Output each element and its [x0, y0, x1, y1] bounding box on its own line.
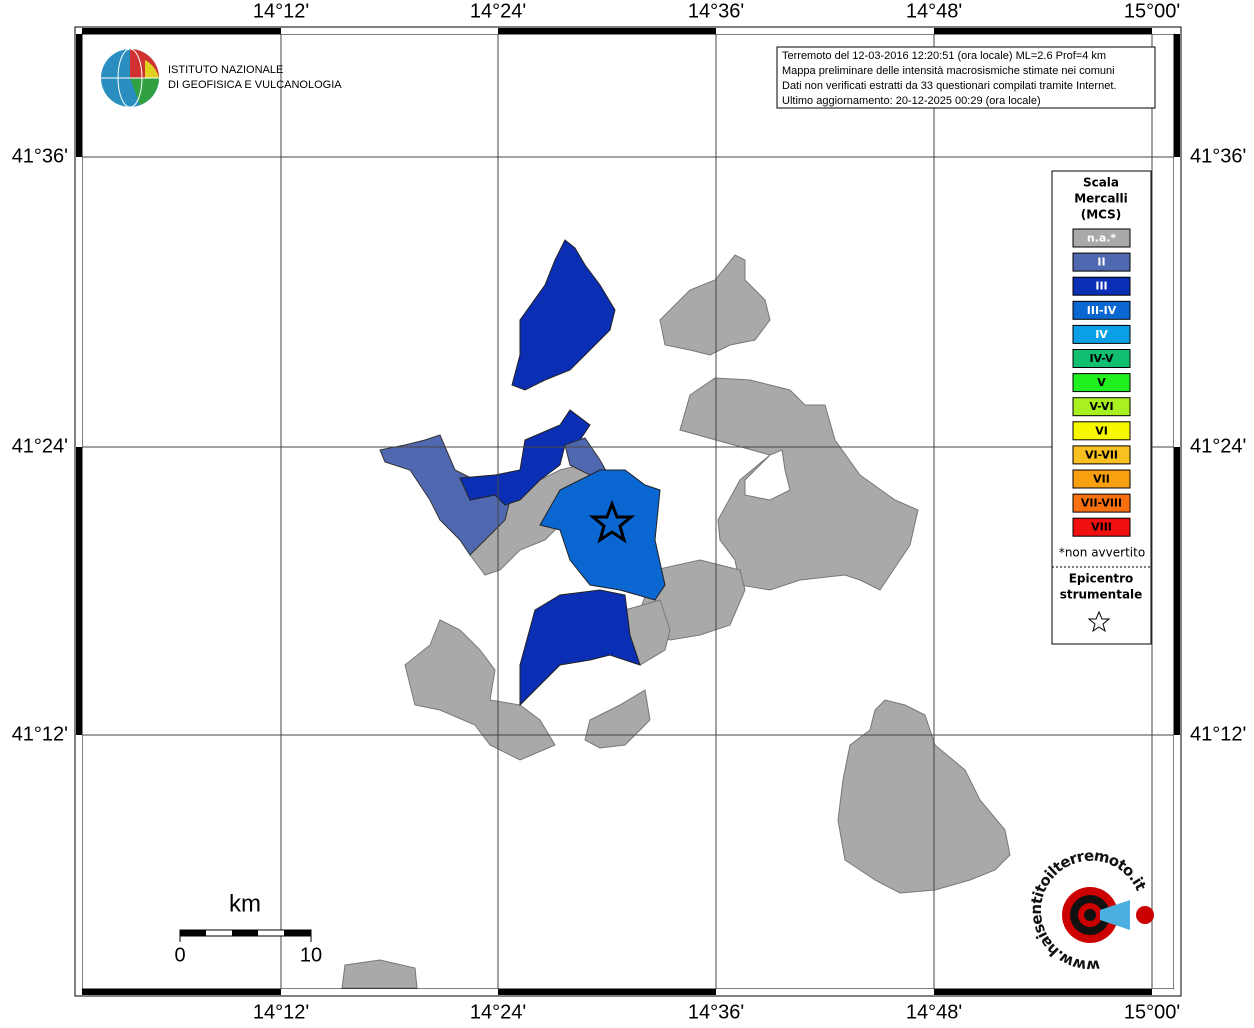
ingv-logo: ISTITUTO NAZIONALE DI GEOFISICA E VULCAN… [101, 48, 342, 108]
legend-swatch [1072, 469, 1131, 489]
legend-label: V [1097, 376, 1106, 389]
info-line: Terremoto del 12-03-2016 12:20:51 (ora l… [782, 50, 1106, 62]
frame-segment [498, 28, 716, 34]
lon-label: 14°12' [253, 1001, 309, 1023]
scale-label: 10 [300, 944, 322, 966]
legend-label: III [1095, 280, 1107, 293]
legend-label: IV [1095, 328, 1108, 341]
legend-swatch [1072, 349, 1131, 368]
info-text: Terremoto del 12-03-2016 12:20:51 (ora l… [782, 50, 1116, 107]
scale-bar: km 0 10 [174, 890, 322, 966]
lon-label: 14°48' [906, 0, 962, 22]
legend-label: VII [1093, 473, 1110, 486]
frame-segment [716, 989, 934, 995]
lon-label: 15°00' [1124, 1001, 1180, 1023]
legend-swatch [1072, 397, 1131, 417]
frame-segment [1174, 34, 1180, 157]
frame-segment [716, 28, 934, 34]
lon-label: 14°24' [470, 0, 526, 22]
lon-label: 14°36' [688, 0, 744, 22]
info-line: Dati non verificati estratti da 33 quest… [782, 80, 1116, 92]
frame-outer [74, 26, 1182, 997]
info-line: Mappa preliminare delle intensità macros… [782, 65, 1115, 77]
frame-segment [76, 157, 82, 447]
legend-label: V-VI [1089, 400, 1113, 413]
lat-label: 41°36' [1190, 145, 1246, 167]
frame-segment [934, 989, 1152, 995]
legend-label: VII-VIII [1081, 497, 1122, 510]
logo-text: DI GEOFISICA E VULCANOLOGIA [168, 79, 342, 91]
frame-segment [1174, 157, 1180, 447]
scale-unit: km [229, 890, 261, 917]
legend-swatch [1072, 300, 1131, 320]
lat-label: 41°12' [12, 723, 68, 745]
scale-label: 0 [174, 944, 185, 966]
frame-border [74, 26, 1182, 997]
info-line: Ultimo aggiornamento: 20-12-2025 00:29 (… [782, 95, 1041, 107]
legend-label: VI-VII [1085, 448, 1118, 461]
lon-label: 14°36' [688, 1001, 744, 1023]
epicenter-star [588, 499, 636, 544]
frame-segment [82, 989, 281, 995]
frame-segment [1174, 447, 1180, 735]
legend-swatch [1072, 373, 1131, 393]
lon-label: 14°12' [253, 0, 309, 22]
frame-segment [498, 989, 716, 995]
regions [341, 239, 1011, 989]
legend-swatch [1072, 445, 1131, 465]
legend-epicenter: Epicentro [1069, 572, 1134, 586]
frame-segment [281, 28, 498, 34]
legend-swatch [1072, 252, 1131, 272]
legend-swatch [1072, 324, 1131, 344]
legend-epicenter: strumentale [1060, 588, 1143, 602]
legend-swatch [1072, 276, 1131, 296]
legend-star [1087, 610, 1111, 633]
lon-label: 15°00' [1124, 0, 1180, 22]
lat-label: 41°12' [1190, 723, 1246, 745]
legend-swatch [1072, 421, 1131, 441]
frame-segment [281, 989, 498, 995]
legend-swatch [1072, 493, 1131, 513]
logo-text: ISTITUTO NAZIONALE [168, 64, 283, 76]
legend-footnote: *non avvertito [1059, 546, 1145, 560]
legend-label: III-IV [1087, 304, 1117, 317]
frame-segment [1152, 28, 1174, 34]
legend-title: Scala [1083, 176, 1119, 190]
legend-title: Mercalli [1074, 192, 1128, 206]
frame-segment [76, 447, 82, 735]
legend-swatch [1072, 517, 1131, 537]
lat-label: 41°24' [1190, 435, 1246, 457]
lat-label: 41°36' [12, 145, 68, 167]
legend-label: IV-V [1089, 352, 1114, 365]
legend-content: ScalaMercalli(MCS)n.a.*IIIIIIII-IVIVIV-V… [1052, 176, 1151, 633]
legend-title: (MCS) [1081, 208, 1122, 222]
legend-label: II [1097, 256, 1105, 269]
frame-segment [1174, 735, 1180, 989]
frame-segment [76, 34, 82, 157]
grid [82, 34, 1174, 989]
lon-label: 14°24' [470, 1001, 526, 1023]
info-box [776, 46, 1156, 109]
frame-segment [82, 28, 281, 34]
lon-label: 14°48' [906, 1001, 962, 1023]
frame-segment [76, 735, 82, 989]
legend-label: VI [1095, 424, 1108, 437]
frame-segment [934, 28, 1152, 34]
legend-swatch [1072, 228, 1131, 248]
lat-label: 41°24' [12, 435, 68, 457]
legend-label: VIII [1091, 521, 1112, 534]
legend-label: n.a.* [1087, 232, 1117, 245]
frame-segment [1152, 989, 1174, 995]
